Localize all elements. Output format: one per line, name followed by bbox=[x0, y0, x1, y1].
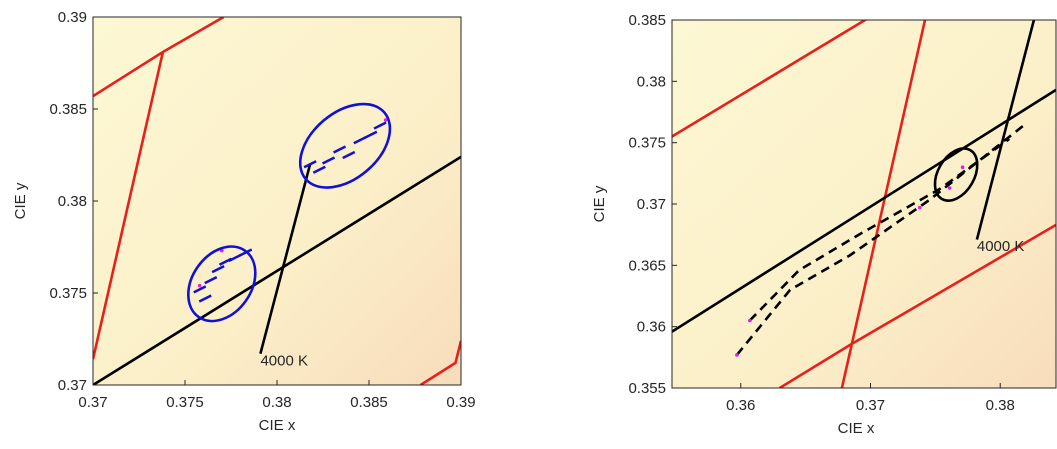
y-tick-label: 0.365 bbox=[628, 257, 666, 274]
data-dash bbox=[193, 285, 207, 294]
y-tick-label: 0.385 bbox=[49, 101, 87, 118]
x-tick-label: 0.38 bbox=[262, 394, 291, 411]
y-tick-label: 0.385 bbox=[628, 12, 666, 29]
annotation: 4000 K bbox=[977, 238, 1025, 255]
data-dash bbox=[333, 145, 347, 154]
y-tick-label: 0.38 bbox=[58, 193, 87, 210]
y-tick-label: 0.355 bbox=[628, 380, 666, 397]
x-tick-label: 0.39 bbox=[446, 394, 475, 411]
x-tick-label: 0.38 bbox=[986, 397, 1015, 414]
data-dash bbox=[353, 136, 367, 145]
ellipse bbox=[298, 102, 392, 189]
ellipse bbox=[933, 147, 979, 202]
x-tick-label: 0.375 bbox=[166, 394, 204, 411]
curve bbox=[748, 137, 1011, 322]
data-dash bbox=[342, 150, 356, 160]
x-tick-label: 0.385 bbox=[350, 394, 388, 411]
y-tick-label: 0.37 bbox=[58, 377, 87, 394]
plot-background bbox=[93, 17, 461, 385]
data-dash bbox=[204, 276, 218, 285]
curve bbox=[975, 20, 1036, 240]
ellipse bbox=[187, 245, 257, 323]
data-point bbox=[735, 353, 739, 357]
y-tick-label: 0.37 bbox=[637, 196, 666, 213]
data-dash bbox=[211, 264, 225, 274]
curve bbox=[259, 163, 312, 355]
data-point bbox=[197, 283, 202, 288]
data-dash bbox=[321, 156, 336, 165]
x-tick-label: 0.37 bbox=[78, 394, 107, 411]
y-axis-label: CIE y bbox=[591, 185, 608, 222]
curve bbox=[672, 20, 868, 138]
curve bbox=[840, 20, 927, 388]
subplot: 4000 K 0.37 0.375 0.38 0.385 0.39 0.37 0.375 0.3… bbox=[12, 9, 476, 434]
data-dash bbox=[228, 253, 242, 263]
data-point bbox=[947, 186, 952, 190]
curve bbox=[672, 88, 1057, 333]
y-tick-label: 0.36 bbox=[637, 319, 666, 336]
data-point bbox=[917, 205, 922, 210]
data-point bbox=[748, 318, 752, 323]
curve bbox=[419, 340, 461, 385]
curve bbox=[779, 223, 1057, 388]
data-dash bbox=[312, 165, 326, 174]
x-axis-label: CIE x bbox=[259, 417, 296, 434]
y-tick-label: 0.375 bbox=[49, 285, 87, 302]
curve bbox=[93, 51, 165, 360]
x-tick-label: 0.37 bbox=[856, 397, 885, 414]
data-dash bbox=[373, 121, 387, 130]
plot-area bbox=[672, 20, 1057, 388]
plot-area bbox=[93, 17, 461, 385]
y-axis-label: CIE y bbox=[12, 182, 29, 219]
y-tick-label: 0.38 bbox=[637, 73, 666, 90]
data-dash bbox=[364, 130, 378, 139]
plot-background bbox=[672, 20, 1056, 388]
y-tick-label: 0.39 bbox=[58, 9, 87, 26]
data-dash bbox=[198, 294, 212, 303]
data-dash bbox=[303, 160, 317, 169]
curve bbox=[93, 155, 461, 385]
subplot: 4000 K 0.36 0.37 0.38 0.355 0.36 0.365 0.37 0.37… bbox=[591, 12, 1057, 437]
annotation: 4000 K bbox=[260, 353, 308, 370]
x-tick-label: 0.36 bbox=[726, 397, 755, 414]
data-point bbox=[960, 165, 965, 169]
data-point bbox=[383, 118, 388, 122]
y-tick-label: 0.375 bbox=[628, 135, 666, 152]
x-axis-label: CIE x bbox=[838, 420, 875, 437]
